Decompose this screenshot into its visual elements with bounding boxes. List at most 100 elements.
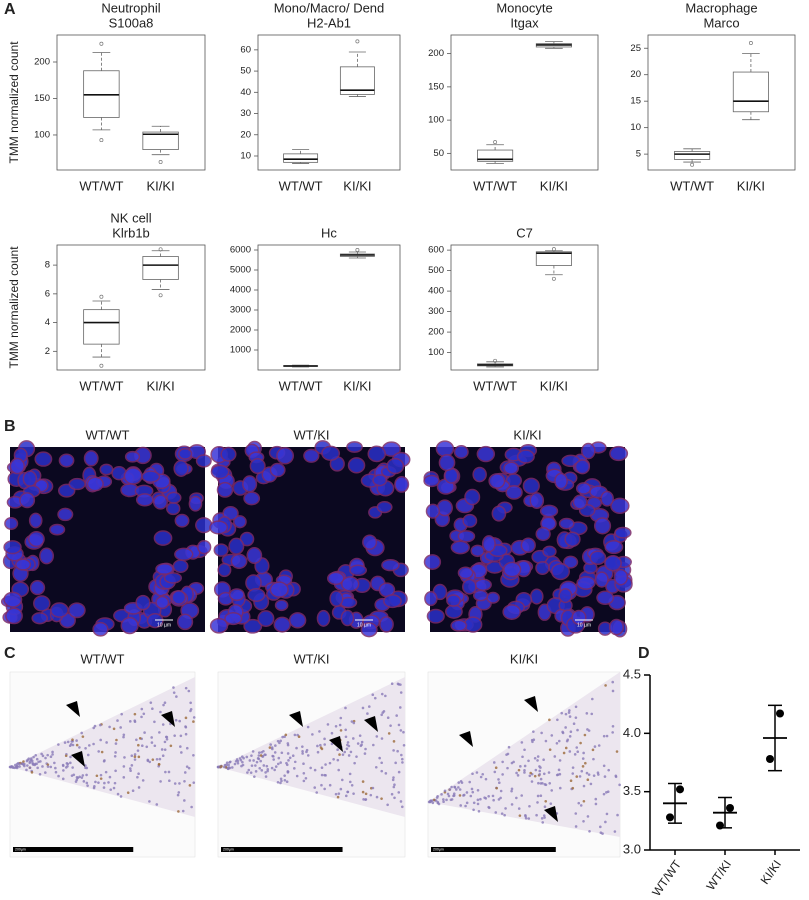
nucleus [133,712,137,716]
nucleus [157,763,161,766]
y-tick-label: 8 [45,260,50,271]
nucleus [295,774,299,778]
nucleus [158,731,161,734]
nucleus [380,769,384,773]
nucleus [352,792,355,795]
chart-title: Neutrophil [101,0,160,15]
cell [589,550,607,565]
nucleus [597,744,601,747]
nucleus [510,803,514,806]
nucleus [483,796,486,799]
cell [453,445,469,459]
nucleus [146,759,150,763]
nucleus [184,716,188,720]
nucleus [369,793,373,797]
nucleus [301,749,304,753]
nucleus [544,783,548,787]
nucleus [272,755,275,758]
cell [228,588,245,602]
cell [394,476,410,493]
nucleus [163,748,167,751]
nucleus [85,781,89,785]
cell [29,580,46,596]
nucleus [280,779,283,783]
cell [435,440,455,458]
cell [610,497,630,515]
nucleus [252,759,255,762]
nucleus [302,762,305,766]
nucleus [462,794,465,797]
nucleus [260,751,263,754]
nucleus [468,780,471,784]
nucleus [499,789,503,793]
cell [247,587,266,602]
nucleus [119,795,123,798]
nucleus [99,773,103,777]
nucleus [400,757,404,761]
nucleus [258,766,262,770]
nucleus [49,755,53,759]
cell [558,517,575,530]
nucleus [114,769,117,773]
x-tick-label: KI/KI [737,178,765,193]
nucleus [523,764,527,768]
nucleus [380,713,384,717]
y-tick-label: 20 [240,129,251,140]
nucleus [137,743,140,747]
cell [446,594,461,607]
nucleus [361,706,365,710]
nucleus [23,762,26,766]
nucleus [344,706,347,710]
nucleus [301,745,304,748]
nucleus [340,778,344,782]
nucleus [272,758,276,761]
nucleus [159,780,162,783]
data-point [766,755,774,763]
nucleus [163,740,167,744]
nucleus [116,792,120,796]
y-tick-label: 10 [630,122,641,133]
nucleus [583,733,587,737]
nucleus [102,786,106,789]
cell [362,534,378,550]
nucleus [93,785,96,788]
cell [425,503,441,519]
nucleus [352,721,356,725]
nucleus [285,780,289,783]
cell [14,558,32,571]
nucleus [344,728,347,732]
cell [462,578,477,595]
arrowhead [289,711,303,727]
nucleus [264,775,268,778]
nucleus [271,747,274,751]
nucleus [582,799,586,803]
histology-image [216,671,406,858]
nucleus [245,755,249,759]
nucleus [336,748,339,751]
cell [445,604,463,619]
data-point [776,709,784,718]
nucleus [555,741,559,745]
nucleus [319,746,323,749]
chart-subtitle: S100a8 [109,15,154,30]
nucleus [429,799,433,802]
nucleus [564,712,568,716]
outlier [158,247,163,252]
nucleus [520,794,524,797]
cell [27,530,45,548]
nucleus [504,807,507,810]
y-tick-label: 200 [34,57,50,68]
nucleus [589,782,593,786]
y-axis-label: TMM normalized count [7,41,21,164]
cell [31,612,49,625]
nucleus [46,753,49,757]
scale-bar-label: 10 µm [577,622,591,628]
cell [49,523,66,536]
nucleus [457,786,460,789]
nucleus [30,771,34,774]
nucleus [36,766,39,770]
nucleus [576,728,579,732]
cell [386,457,405,475]
nucleus [611,724,615,728]
arrowhead [71,751,85,767]
